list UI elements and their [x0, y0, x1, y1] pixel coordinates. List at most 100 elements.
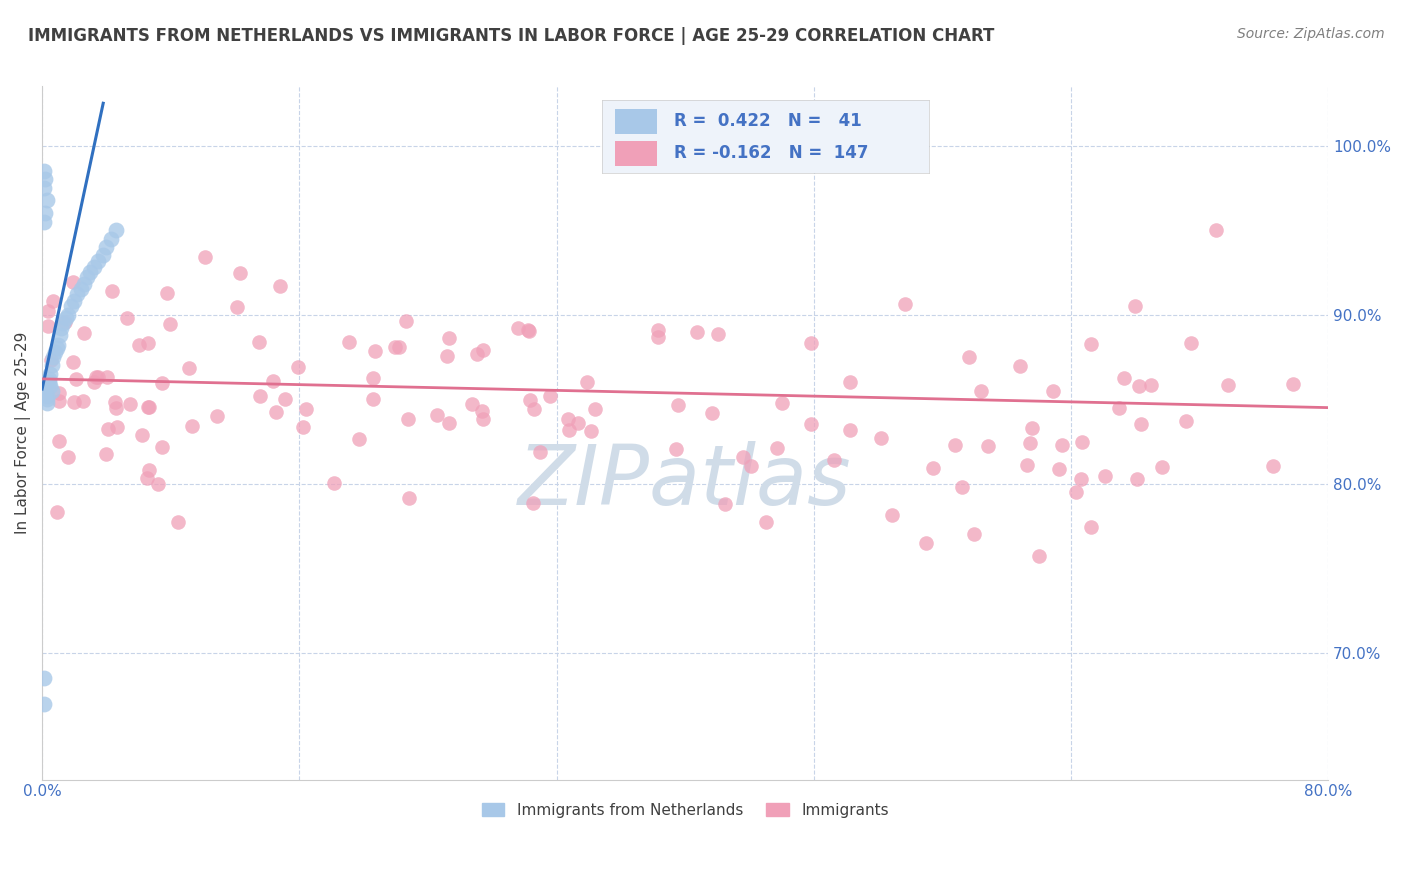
Point: [770, 396, 793, 410]
Point: [136, 335, 159, 350]
Point: [915, 536, 938, 550]
Point: [665, 442, 688, 456]
Point: [62, 355, 84, 369]
Point: [37, 318, 59, 333]
Point: [100, 231, 122, 245]
Point: [83, 375, 105, 389]
Point: [395, 314, 418, 328]
Point: [32, 181, 55, 195]
Point: [529, 445, 551, 459]
Point: [361, 370, 384, 384]
Point: [361, 392, 384, 406]
Point: [38, 376, 60, 390]
Point: [60, 299, 83, 313]
Point: [39, 378, 62, 392]
Point: [1070, 471, 1092, 485]
Point: [128, 338, 150, 352]
Point: [94, 447, 117, 461]
Point: [41, 359, 63, 373]
Point: [87, 253, 110, 268]
Point: [1128, 379, 1150, 393]
Point: [84, 369, 107, 384]
Text: Source: ZipAtlas.com: Source: ZipAtlas.com: [1237, 27, 1385, 41]
Point: [396, 412, 419, 426]
Point: [963, 527, 986, 541]
Point: [1205, 223, 1227, 237]
Point: [686, 325, 709, 339]
Point: [1064, 484, 1087, 499]
Point: [51, 321, 73, 335]
Point: [894, 297, 917, 311]
Point: [262, 374, 284, 388]
Point: [166, 515, 188, 529]
Point: [1114, 371, 1136, 385]
Point: [575, 376, 598, 390]
Point: [32, 671, 55, 685]
Point: [465, 347, 488, 361]
Point: [63, 394, 86, 409]
Point: [87, 370, 110, 384]
Point: [870, 431, 893, 445]
Point: [1281, 377, 1303, 392]
Point: [437, 330, 460, 344]
Point: [159, 317, 181, 331]
Point: [34, 172, 56, 186]
Point: [295, 402, 318, 417]
Point: [52, 316, 75, 330]
Point: [32, 164, 55, 178]
Point: [136, 471, 159, 485]
Point: [69, 282, 91, 296]
Point: [156, 286, 179, 301]
Point: [120, 397, 142, 411]
Point: [45, 342, 67, 356]
Point: [274, 392, 297, 406]
Point: [205, 409, 228, 423]
Point: [1008, 359, 1031, 374]
Point: [138, 401, 160, 415]
Point: [839, 376, 862, 390]
Point: [471, 412, 494, 426]
Point: [839, 424, 862, 438]
Point: [823, 453, 845, 467]
Point: [579, 424, 602, 438]
Point: [472, 343, 495, 358]
Point: [1218, 377, 1240, 392]
Point: [104, 401, 127, 416]
Point: [32, 214, 55, 228]
Point: [150, 376, 173, 390]
Point: [1080, 520, 1102, 534]
Point: [56, 450, 79, 464]
Point: [73, 277, 96, 292]
Point: [1080, 337, 1102, 351]
Point: [34, 378, 56, 392]
Point: [226, 300, 249, 314]
Point: [800, 417, 823, 431]
Point: [714, 497, 737, 511]
Point: [269, 278, 291, 293]
Point: [1126, 472, 1149, 486]
Point: [48, 434, 70, 449]
Point: [287, 359, 309, 374]
Point: [461, 397, 484, 411]
Point: [538, 389, 561, 403]
Point: [1123, 299, 1146, 313]
Point: [83, 260, 105, 275]
Point: [41, 294, 63, 309]
Point: [38, 372, 60, 386]
Point: [943, 438, 966, 452]
Point: [950, 480, 973, 494]
Point: [1175, 414, 1198, 428]
Point: [115, 310, 138, 325]
Point: [337, 335, 360, 350]
Point: [880, 508, 903, 523]
Point: [567, 416, 589, 430]
Point: [194, 250, 217, 264]
Point: [39, 353, 62, 368]
Point: [79, 265, 101, 279]
Point: [32, 697, 55, 711]
Point: [1071, 434, 1094, 449]
Point: [34, 384, 56, 398]
Point: [39, 367, 62, 381]
Point: [44, 344, 66, 359]
Point: [177, 360, 200, 375]
